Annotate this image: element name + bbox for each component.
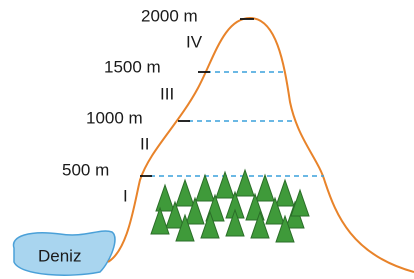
sea-label: Deniz — [38, 246, 81, 265]
forest — [151, 170, 309, 242]
zone-label: IV — [186, 32, 203, 51]
tree — [236, 170, 254, 196]
tree — [196, 175, 214, 201]
tree — [176, 180, 194, 206]
contour-lines — [150, 72, 324, 176]
zone-label: III — [160, 84, 174, 103]
altitude-label: 1000 m — [86, 108, 143, 127]
zone-label: I — [123, 186, 128, 205]
tree — [276, 180, 294, 206]
tree — [291, 190, 309, 216]
zone-label: II — [140, 134, 149, 153]
altitude-label: 500 m — [62, 160, 109, 179]
altitude-label: 2000 m — [141, 6, 198, 25]
altitude-label: 1500 m — [104, 57, 161, 76]
tree — [256, 175, 274, 201]
tree — [151, 208, 169, 234]
diagram: Deniz 2000 m 1500 m 1000 m 500 m IV III … — [0, 0, 414, 279]
tree — [156, 185, 174, 211]
